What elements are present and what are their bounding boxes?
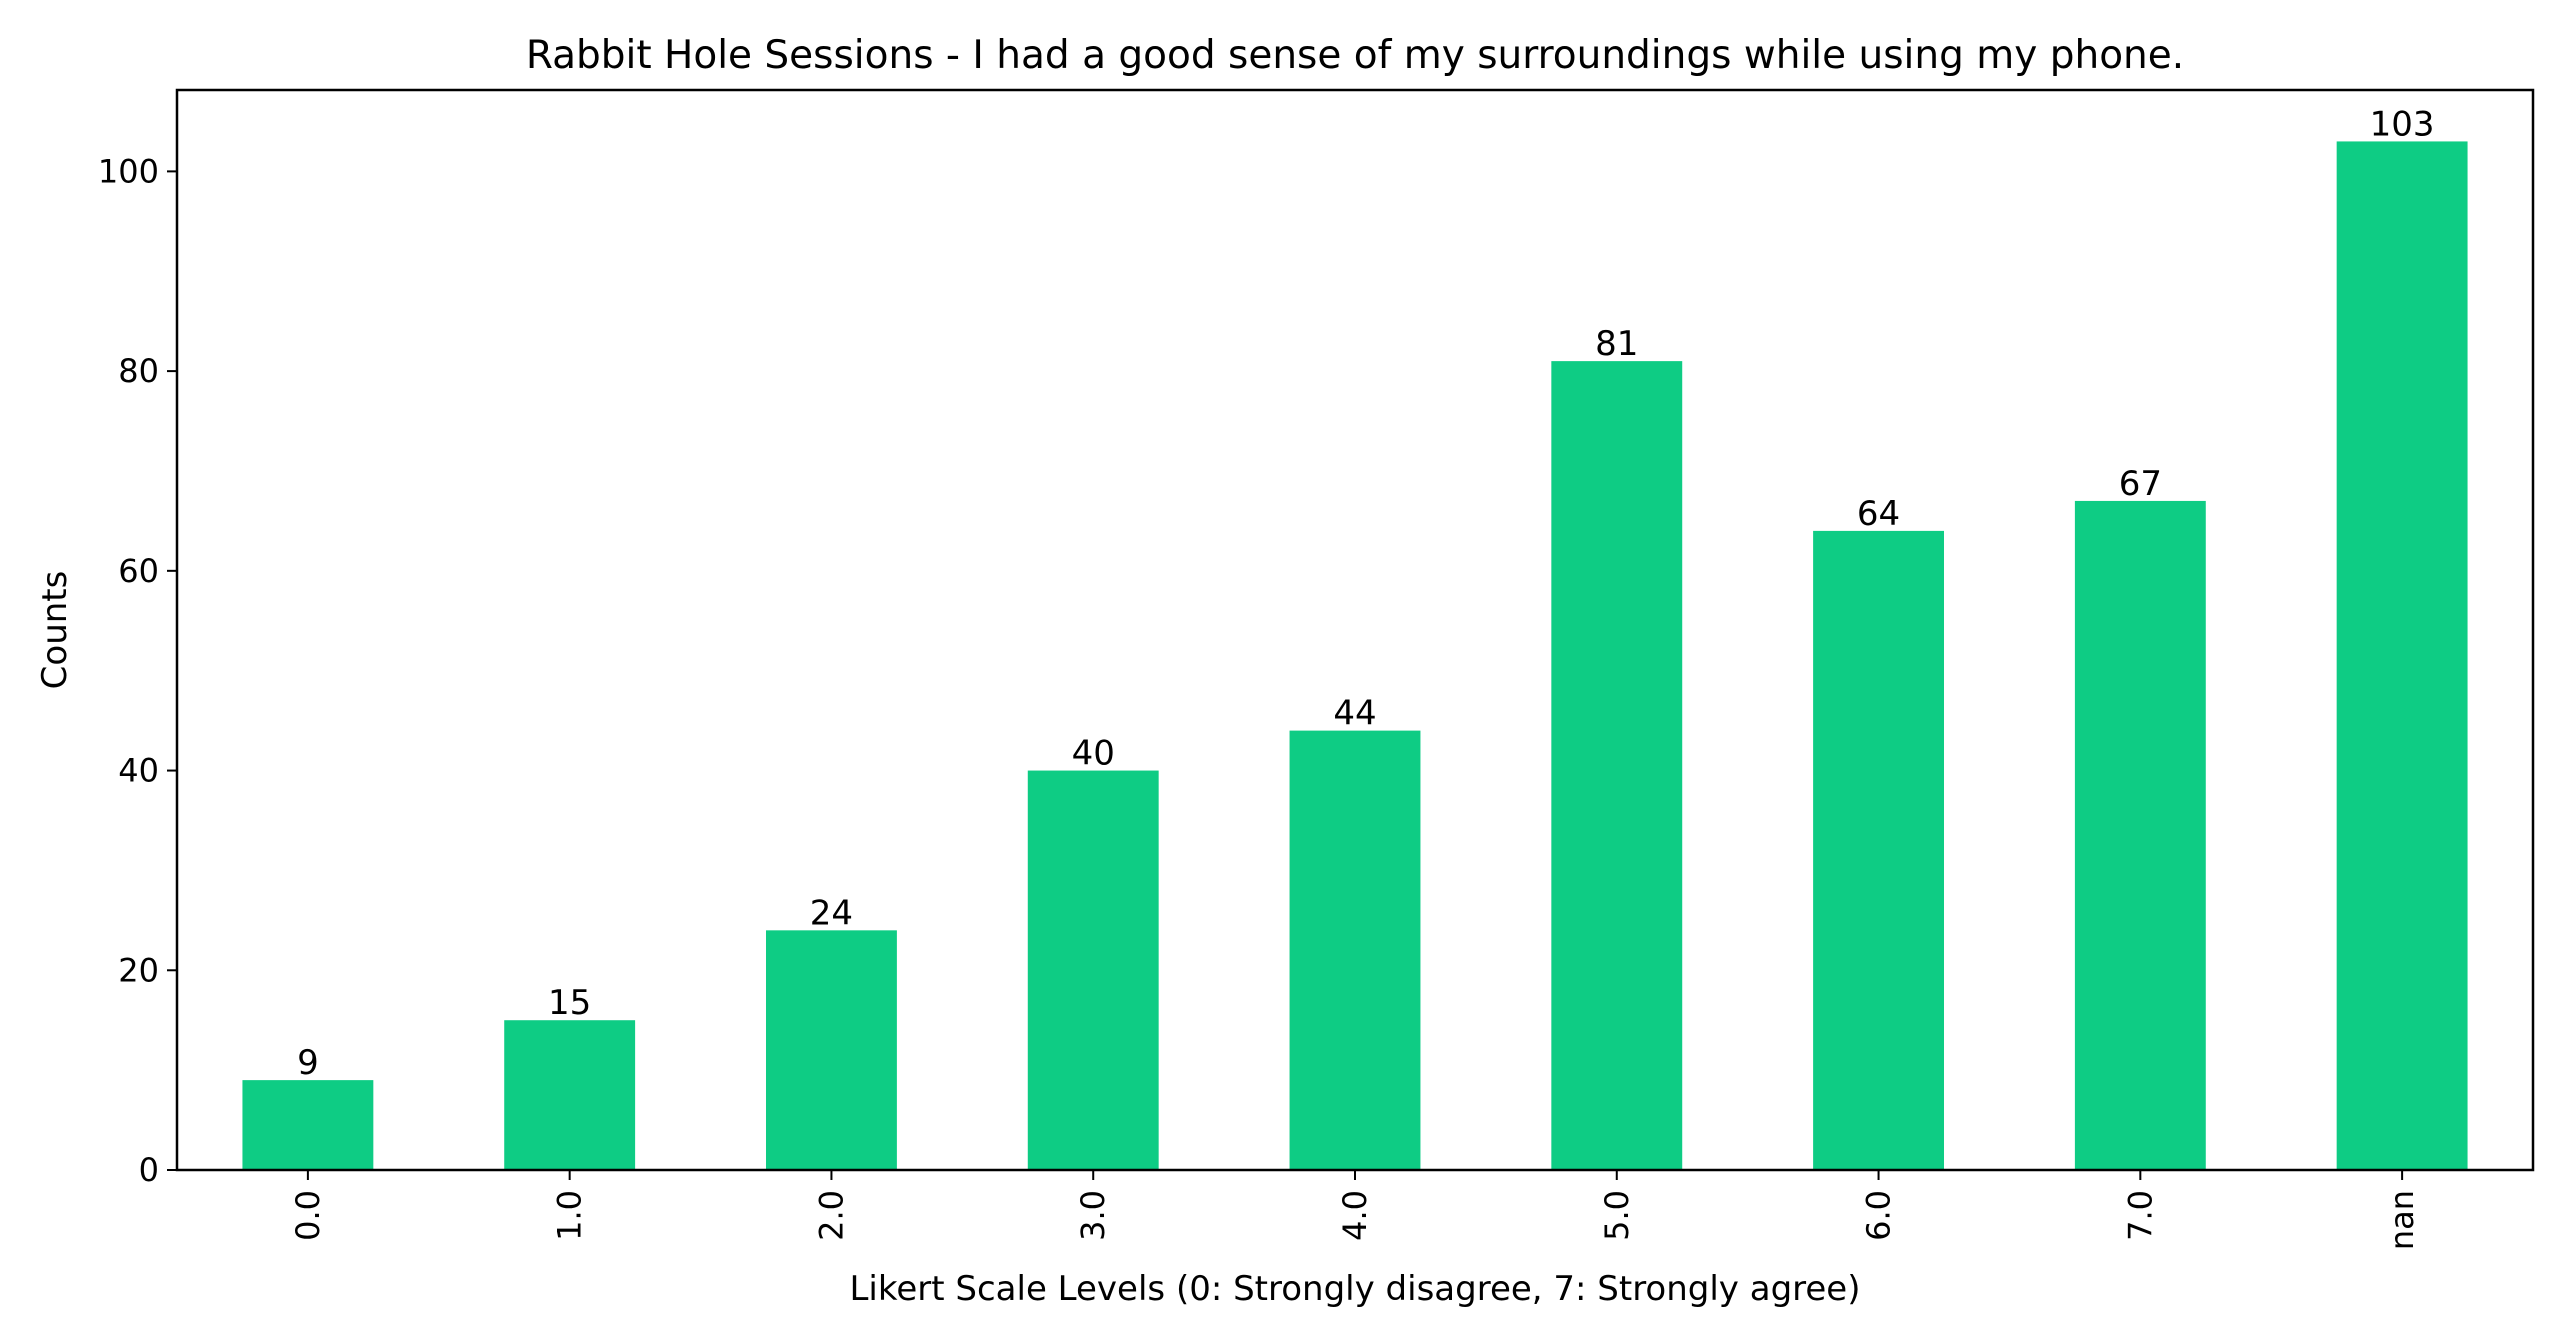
data-labels: 9 15 24 40 44 81 64 67 103 xyxy=(297,104,2434,1083)
data-label-2.0: 24 xyxy=(810,893,853,933)
bar-7.0 xyxy=(2074,500,2206,1170)
y-tick-label: 100 xyxy=(98,152,159,190)
chart-title: Rabbit Hole Sessions - I had a good sens… xyxy=(526,33,2184,78)
x-tick-label: 3.0 xyxy=(1074,1190,1112,1241)
bar-6.0 xyxy=(1813,530,1944,1170)
x-tick-label: 1.0 xyxy=(551,1190,589,1241)
y-tick-label: 20 xyxy=(118,951,159,989)
data-label-3.0: 40 xyxy=(1072,734,1115,774)
data-label-nan: 103 xyxy=(2370,104,2435,144)
x-tick-label: 5.0 xyxy=(1598,1190,1636,1241)
y-tick-label: 60 xyxy=(118,552,159,590)
bar-3.0 xyxy=(1027,770,1159,1170)
x-axis-ticks: 0.0 1.0 2.0 3.0 4.0 5.0 6.0 7.0 nan xyxy=(289,1170,2421,1250)
y-tick-label: 0 xyxy=(139,1151,159,1189)
bar-1.0 xyxy=(504,1020,636,1170)
bar-2.0 xyxy=(766,930,897,1170)
bar-nan xyxy=(2336,141,2468,1170)
y-tick-label: 40 xyxy=(118,752,159,790)
x-tick-label: 6.0 xyxy=(1860,1190,1898,1241)
data-label-5.0: 81 xyxy=(1595,324,1638,364)
x-tick-label: nan xyxy=(2383,1190,2421,1250)
data-label-7.0: 67 xyxy=(2119,464,2162,504)
x-tick-label: 2.0 xyxy=(812,1190,850,1241)
bar-0.0 xyxy=(242,1080,374,1170)
data-label-0.0: 9 xyxy=(297,1043,319,1083)
data-label-1.0: 15 xyxy=(548,983,591,1023)
data-label-6.0: 64 xyxy=(1857,494,1900,534)
y-tick-label: 80 xyxy=(118,352,159,390)
x-tick-label: 4.0 xyxy=(1336,1190,1374,1241)
x-tick-label: 7.0 xyxy=(2121,1190,2159,1241)
bar-5.0 xyxy=(1551,361,1683,1171)
y-axis-label: Counts xyxy=(35,571,75,690)
plot-frame xyxy=(175,88,2535,1172)
bars xyxy=(242,141,2468,1171)
y-axis-ticks: 0 20 40 60 80 100 xyxy=(98,152,177,1189)
data-label-4.0: 44 xyxy=(1333,694,1376,734)
x-axis-label: Likert Scale Levels (0: Strongly disagre… xyxy=(849,1269,1860,1309)
bar-4.0 xyxy=(1289,730,1421,1170)
x-tick-label: 0.0 xyxy=(289,1190,327,1241)
